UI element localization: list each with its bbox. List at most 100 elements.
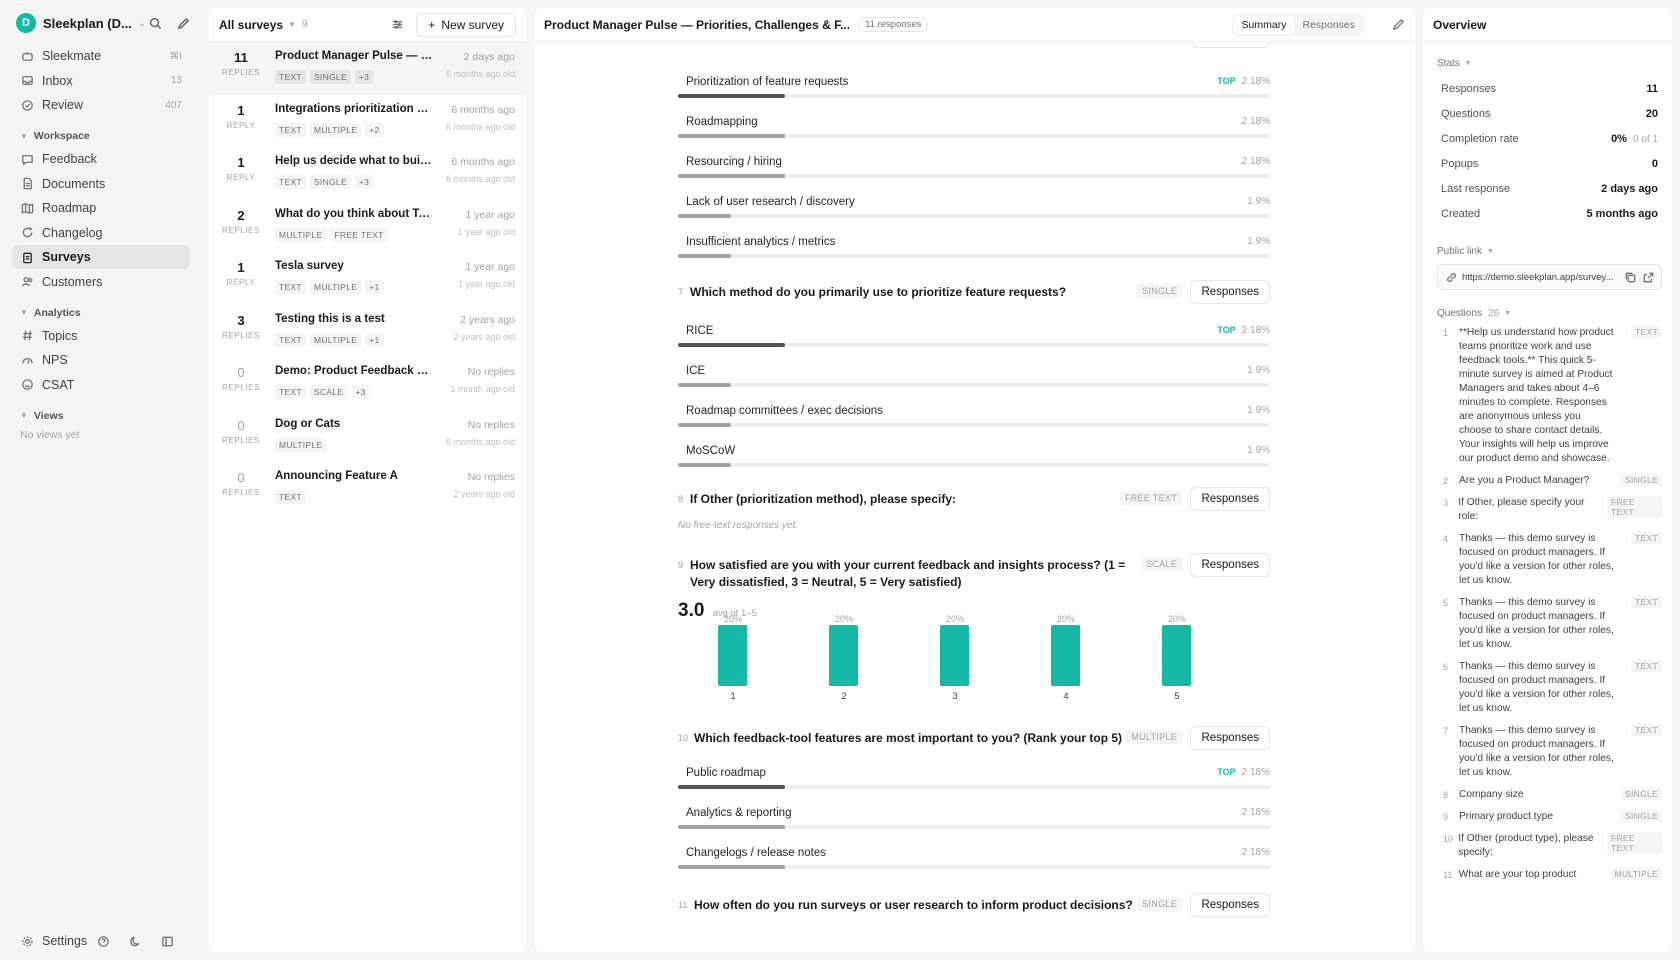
- question-list-item[interactable]: 7 Thanks — this demo survey is focused on…: [1437, 724, 1662, 780]
- edit-icon[interactable]: [1391, 18, 1405, 32]
- question-text: Which method do you primarily use to pri…: [690, 285, 1067, 299]
- settings-link[interactable]: Settings: [42, 934, 88, 948]
- question-number: 7: [678, 287, 684, 297]
- survey-filter-dropdown[interactable]: All surveys: [219, 17, 284, 32]
- sidebar-item-customers[interactable]: Customers: [12, 270, 190, 294]
- question-list-item[interactable]: 5 Thanks — this demo survey is focused on…: [1437, 596, 1662, 652]
- clipboard-icon: [20, 250, 34, 264]
- answer-progress-fill: [678, 174, 785, 178]
- stat-label: Created: [1441, 207, 1481, 220]
- sidebar-item-sleekmate[interactable]: Sleekmate ⌘I: [12, 44, 190, 68]
- survey-list-item[interactable]: 0 REPLIES Announcing Feature A TEXT No repli…: [209, 462, 526, 515]
- survey-title: What do you think about Tesla: [275, 207, 433, 220]
- questions-section-toggle[interactable]: Questions 26 ▼: [1423, 304, 1672, 322]
- sidebar-item-label: Sleekmate: [42, 49, 102, 63]
- answer-progress-fill: [678, 383, 732, 387]
- filter-icon[interactable]: [390, 18, 404, 32]
- sidebar-item-documents[interactable]: Documents: [12, 172, 190, 196]
- plus-icon: +: [428, 17, 436, 32]
- question-type-tag: TEXT: [275, 490, 306, 504]
- question-list-item[interactable]: 4 Thanks — this demo survey is focused on…: [1437, 532, 1662, 588]
- question-list-item[interactable]: 6 Thanks — this demo survey is focused on…: [1437, 660, 1662, 716]
- help-icon[interactable]: [96, 934, 110, 948]
- answer-percent: 9%: [1255, 405, 1270, 416]
- moon-icon[interactable]: [128, 934, 142, 948]
- top-answer-badge: TOP: [1217, 325, 1236, 335]
- survey-list-header: All surveys ▼ 9 + New survey: [209, 8, 526, 42]
- responses-button[interactable]: Responses: [1190, 280, 1270, 304]
- summary-content: Prioritization of feature requests TOP 2 1…: [678, 34, 1270, 917]
- compose-icon[interactable]: [176, 16, 190, 30]
- question-list-item[interactable]: 1 **Help us understand how product teams …: [1437, 326, 1662, 466]
- survey-list-item[interactable]: 1 REPLY Tesla survey TEXT MULTIPLE +1 1 year a…: [209, 252, 526, 305]
- section-views[interactable]: ▼ Views: [12, 405, 190, 427]
- sidebar-item-roadmap[interactable]: Roadmap: [12, 196, 190, 220]
- sidebar-item-nps[interactable]: NPS: [12, 348, 190, 372]
- responses-button[interactable]: Responses: [1190, 487, 1270, 511]
- reply-count-value: 1: [237, 155, 245, 170]
- sidebar-item-csat[interactable]: CSAT: [12, 373, 190, 397]
- sidebar-item-label: Roadmap: [42, 201, 97, 215]
- chevron-down-icon[interactable]: ⌄: [137, 17, 147, 29]
- sidebar-item-inbox[interactable]: Inbox 13: [12, 69, 190, 93]
- answer-stats: 1 9%: [1247, 365, 1270, 376]
- survey-list-item[interactable]: 0 REPLIES Dog or Cats MULTIPLE No replies 6 m…: [209, 410, 526, 463]
- question-list-item[interactable]: 9 Primary product type SINGLE: [1437, 810, 1662, 824]
- question-list-item[interactable]: 8 Company size SINGLE: [1437, 788, 1662, 802]
- sidebar-item-changelog[interactable]: Changelog: [12, 221, 190, 245]
- survey-list-item[interactable]: 0 REPLIES Demo: Product Feedback Sur... TEX…: [209, 357, 526, 410]
- responses-button[interactable]: Responses: [1190, 893, 1270, 917]
- sidebar-item-surveys[interactable]: Surveys: [12, 245, 190, 269]
- question-list-item[interactable]: 3 If Other, please specify your role: FREE…: [1437, 496, 1662, 524]
- workspace-avatar[interactable]: D: [16, 13, 36, 33]
- responses-button[interactable]: Responses: [1190, 726, 1270, 750]
- sidebar: D Sleekplan (D... ⌄ Sleekmate ⌘I Inbox 1…: [0, 0, 202, 960]
- public-link-box: https://demo.sleekplan.app/survey...: [1437, 264, 1662, 290]
- stat-label: Questions: [1441, 107, 1491, 120]
- inbox-count: 13: [170, 75, 182, 86]
- section-workspace[interactable]: ▼ Workspace: [12, 125, 190, 147]
- answer-progress-bar: [678, 134, 1270, 138]
- search-icon[interactable]: [148, 16, 162, 30]
- survey-list-item[interactable]: 1 REPLY Integrations prioritization – t...…: [209, 95, 526, 148]
- question-type-tag: MULTIPLE: [309, 280, 362, 294]
- answer-option: Prioritization of feature requests TOP 2 1…: [678, 70, 1270, 110]
- stats-section-toggle[interactable]: Stats ▼: [1423, 54, 1672, 72]
- answer-percent: 9%: [1255, 196, 1270, 207]
- smile-icon: [20, 378, 34, 392]
- survey-list-item[interactable]: 3 REPLIES Testing this is a test TEXT MULTIP…: [209, 305, 526, 358]
- survey-list-item[interactable]: 2 REPLIES What do you think about Tesla MUL…: [209, 200, 526, 253]
- answer-progress-bar: [678, 343, 1270, 347]
- new-survey-button[interactable]: + New survey: [416, 12, 516, 37]
- sidebar-toggle-icon[interactable]: [160, 934, 174, 948]
- survey-list-item[interactable]: 1 REPLY Help us decide what to build ... TE…: [209, 147, 526, 200]
- answer-progress-fill: [678, 254, 732, 258]
- public-link-section-toggle[interactable]: Public link ▼: [1423, 242, 1672, 260]
- workspace-name[interactable]: Sleekplan (D...: [43, 15, 132, 31]
- sidebar-item-topics[interactable]: Topics: [12, 324, 190, 348]
- responses-button[interactable]: Responses: [1190, 553, 1270, 577]
- tab-summary[interactable]: Summary: [1233, 15, 1295, 34]
- question-number: 6: [1443, 662, 1449, 672]
- question-list-item[interactable]: 2 Are you a Product Manager? SINGLE: [1437, 474, 1662, 488]
- chevron-down-icon[interactable]: ▼: [288, 20, 296, 29]
- survey-title: Demo: Product Feedback Sur...: [275, 365, 433, 377]
- sidebar-item-feedback[interactable]: Feedback: [12, 147, 190, 171]
- tab-responses[interactable]: Responses: [1302, 18, 1355, 31]
- scale-bar-column: 20% 3: [940, 614, 970, 702]
- gauge-icon: [20, 353, 34, 367]
- survey-list-item[interactable]: 11 REPLIES Product Manager Pulse — Pr... TE…: [209, 42, 526, 95]
- last-reply-date: 6 months ago: [451, 103, 515, 116]
- sidebar-item-review[interactable]: Review 407: [12, 93, 190, 117]
- external-link-icon[interactable]: [1641, 270, 1655, 284]
- public-link-url[interactable]: https://demo.sleekplan.app/survey...: [1462, 271, 1614, 283]
- question-list-item[interactable]: 10 If Other (product type), please specif…: [1437, 832, 1662, 860]
- question-type-tags: MULTIPLE: [275, 437, 516, 452]
- section-analytics[interactable]: ▼ Analytics: [12, 302, 190, 324]
- survey-title: Help us decide what to build ...: [275, 155, 433, 167]
- copy-icon[interactable]: [1623, 270, 1637, 284]
- question-type-badge: TEXT: [1631, 660, 1662, 672]
- answer-option: Roadmapping 2 18%: [678, 110, 1270, 150]
- question-type-tag: TEXT: [275, 332, 306, 347]
- question-list-item[interactable]: 11 What are your top product MULTIPLE: [1437, 868, 1662, 882]
